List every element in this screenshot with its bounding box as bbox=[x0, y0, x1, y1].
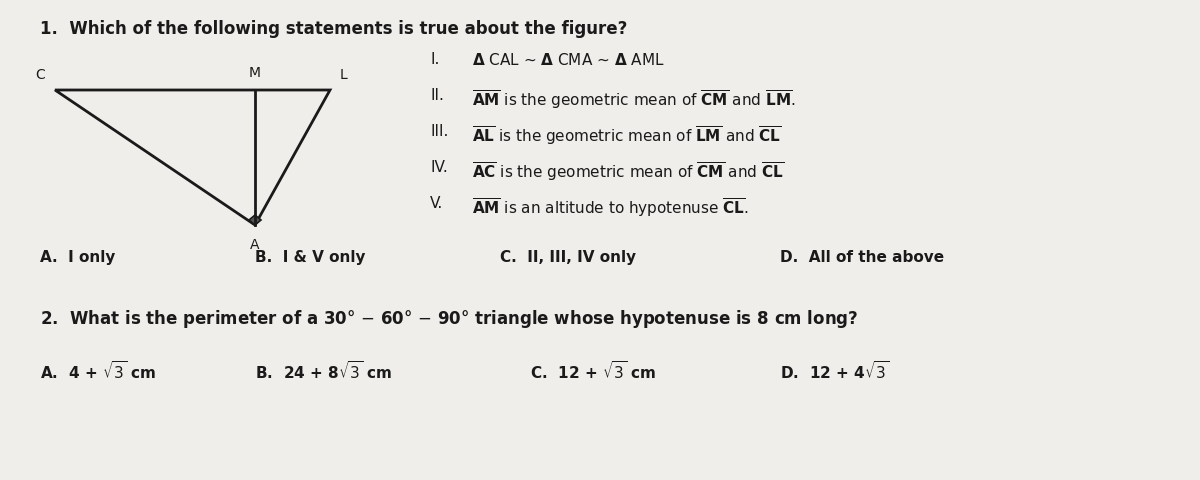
Text: $\bf{\Delta}$ CAL ~ $\bf{\Delta}$ CMA ~ $\bf{\Delta}$ AML: $\bf{\Delta}$ CAL ~ $\bf{\Delta}$ CMA ~ … bbox=[472, 52, 665, 68]
Text: D.  12 + 4$\sqrt{3}$: D. 12 + 4$\sqrt{3}$ bbox=[780, 360, 889, 382]
Text: I.: I. bbox=[430, 52, 439, 67]
Text: C: C bbox=[35, 68, 46, 82]
Text: V.: V. bbox=[430, 196, 443, 211]
Text: II.: II. bbox=[430, 88, 444, 103]
Text: $\bf{\overline{AM}}$ is the geometric mean of $\bf{\overline{CM}}$ and $\bf{\ove: $\bf{\overline{AM}}$ is the geometric me… bbox=[472, 88, 796, 111]
Text: L: L bbox=[340, 68, 348, 82]
Text: 1.  Which of the following statements is true about the figure?: 1. Which of the following statements is … bbox=[40, 20, 628, 38]
Text: A: A bbox=[251, 238, 259, 252]
Text: $\bf{\overline{AM}}$ is an altitude to hypotenuse $\bf{\overline{CL}}$.: $\bf{\overline{AM}}$ is an altitude to h… bbox=[472, 196, 749, 219]
Text: B.  I & V only: B. I & V only bbox=[254, 250, 366, 265]
Text: M: M bbox=[250, 66, 262, 80]
Text: IV.: IV. bbox=[430, 160, 448, 175]
Text: 2.  What is the perimeter of a 30$\bf{°}$ $-$ 60$\bf{°}$ $-$ 90$\bf{°}$ triangle: 2. What is the perimeter of a 30$\bf{°}$… bbox=[40, 308, 858, 330]
Text: C.  12 + $\sqrt{3}$ cm: C. 12 + $\sqrt{3}$ cm bbox=[530, 360, 656, 382]
Text: A.  4 + $\sqrt{3}$ cm: A. 4 + $\sqrt{3}$ cm bbox=[40, 360, 156, 382]
Text: C.  II, III, IV only: C. II, III, IV only bbox=[500, 250, 636, 265]
Text: A.  I only: A. I only bbox=[40, 250, 115, 265]
Text: B.  24 + 8$\sqrt{3}$ cm: B. 24 + 8$\sqrt{3}$ cm bbox=[254, 360, 392, 382]
Text: D.  All of the above: D. All of the above bbox=[780, 250, 944, 265]
Text: $\bf{\overline{AC}}$ is the geometric mean of $\bf{\overline{CM}}$ and $\bf{\ove: $\bf{\overline{AC}}$ is the geometric me… bbox=[472, 160, 785, 183]
Text: $\bf{\overline{AL}}$ is the geometric mean of $\bf{\overline{LM}}$ and $\bf{\ove: $\bf{\overline{AL}}$ is the geometric me… bbox=[472, 124, 781, 147]
Polygon shape bbox=[250, 215, 262, 225]
Text: III.: III. bbox=[430, 124, 449, 139]
